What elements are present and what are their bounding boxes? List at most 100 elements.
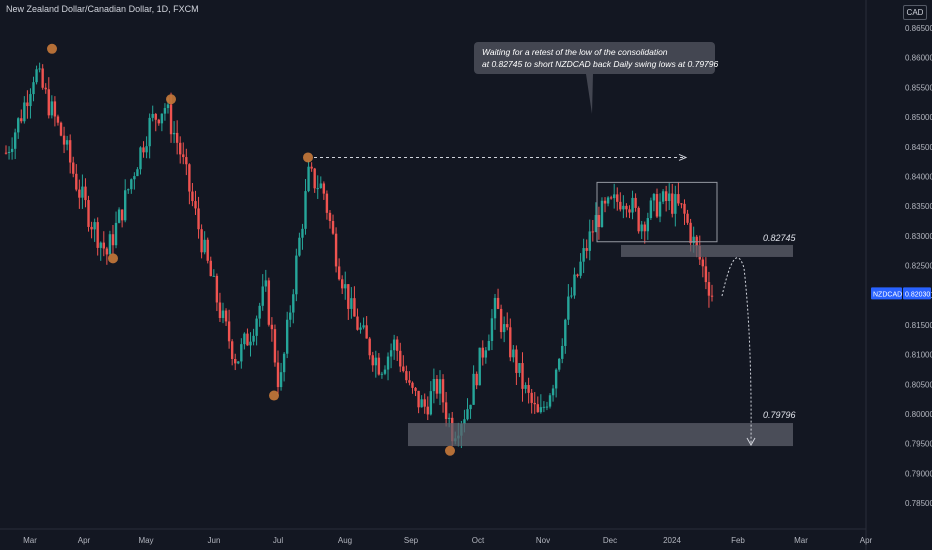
- candle-body: [255, 318, 258, 336]
- candle-body: [463, 419, 466, 425]
- candle-body: [640, 224, 643, 232]
- candle-body: [405, 371, 408, 381]
- candle-body: [582, 248, 585, 262]
- candle-body: [631, 197, 634, 213]
- candle-body: [536, 404, 539, 413]
- candle-body: [258, 305, 261, 319]
- candle-body: [218, 302, 222, 318]
- currency-button[interactable]: CAD: [903, 5, 927, 20]
- candle-body: [356, 316, 359, 330]
- candle-body: [579, 261, 582, 276]
- candle-body: [374, 357, 378, 366]
- candle-body: [668, 193, 671, 202]
- price-axis[interactable]: 0.86500 0.86000 0.85500 0.85000 0.84500 0.840…: [871, 24, 932, 508]
- candle-body: [295, 255, 298, 295]
- candle-body: [402, 366, 405, 372]
- candle-body: [506, 324, 509, 328]
- candle-body: [652, 194, 656, 201]
- zones-layer: 0.82745 0.79796: [408, 181, 797, 447]
- candle-body: [603, 200, 607, 204]
- projected-path: [721, 257, 752, 444]
- candle-body: [383, 369, 387, 374]
- y-tick-label: 0.82500: [905, 262, 932, 271]
- callout-text-line2: at 0.82745 to short NZDCAD back Daily sw…: [482, 59, 719, 69]
- x-tick-label: Feb: [731, 536, 745, 545]
- candle-body: [304, 191, 307, 229]
- candle-body: [368, 338, 371, 356]
- arrow-head-icon: [746, 437, 756, 447]
- candle-body: [386, 356, 390, 370]
- candle-body: [380, 373, 384, 375]
- candle-body: [588, 231, 591, 251]
- candle-body: [493, 297, 497, 319]
- candle-body: [337, 266, 341, 280]
- candle-body: [704, 266, 708, 283]
- candle-body: [50, 101, 54, 116]
- x-tick-label: 2024: [663, 536, 681, 545]
- candle-body: [246, 333, 249, 346]
- candle-body: [622, 205, 625, 210]
- x-tick-label: May: [138, 536, 153, 545]
- candle-body: [487, 340, 491, 351]
- candle-body: [298, 237, 301, 256]
- candle-body: [105, 248, 109, 255]
- candle-body: [438, 379, 442, 394]
- candle-body: [334, 233, 338, 267]
- x-tick-label: Sep: [404, 536, 419, 545]
- candle-body: [160, 113, 164, 124]
- candle-body: [674, 194, 677, 214]
- candle-body: [524, 385, 527, 389]
- candle-body: [78, 189, 81, 198]
- time-axis[interactable]: Mar Apr May Jun Jul Aug Sep Oct Nov Dec 2024 Feb Mar…: [23, 536, 872, 545]
- candle-body: [628, 209, 631, 213]
- candle-body: [551, 388, 555, 396]
- x-tick-label: Jun: [208, 536, 221, 545]
- candle-body: [133, 176, 136, 180]
- candle-body: [518, 363, 521, 373]
- candle-body: [279, 372, 283, 388]
- candle-body: [671, 193, 674, 214]
- candle-body: [234, 358, 237, 364]
- candle-body: [282, 353, 286, 373]
- candle-body: [301, 228, 304, 238]
- candle-body: [447, 417, 451, 419]
- candle-body: [20, 118, 23, 122]
- candle-body: [29, 94, 32, 107]
- candle-body: [90, 226, 93, 230]
- y-tick-label: 0.80500: [905, 380, 932, 389]
- candle-body: [32, 82, 35, 95]
- candle-body: [472, 373, 475, 405]
- candle-body: [649, 200, 653, 219]
- candle-body: [111, 234, 115, 246]
- candle-body: [432, 378, 436, 392]
- candle-body: [75, 173, 78, 190]
- y-tick-label: 0.79500: [905, 440, 932, 449]
- symbol-tag-label: NZDCAD: [873, 291, 902, 298]
- candle-body: [399, 350, 402, 367]
- candle-body: [478, 347, 481, 386]
- candle-body: [564, 319, 567, 346]
- x-tick-label: Dec: [603, 536, 617, 545]
- candle-body: [328, 212, 332, 222]
- candle-body: [429, 391, 433, 415]
- x-tick-label: Aug: [338, 536, 352, 545]
- candle-body: [163, 108, 167, 114]
- candle-body: [545, 406, 549, 408]
- candle-body: [616, 194, 619, 202]
- candle-body: [96, 222, 99, 248]
- candle-body: [466, 409, 469, 420]
- candle-body: [252, 335, 255, 342]
- candle-body: [322, 183, 326, 194]
- candle-body: [542, 406, 546, 408]
- candle-body: [570, 295, 573, 297]
- candle-body: [139, 147, 142, 170]
- candle-body: [609, 197, 613, 199]
- candle-body: [59, 122, 63, 136]
- candle-body: [408, 380, 411, 383]
- y-tick-label: 0.80000: [905, 410, 932, 419]
- candle-body: [600, 200, 604, 227]
- candle-body: [710, 295, 714, 297]
- candle-body: [270, 324, 274, 330]
- candle-body: [340, 279, 344, 289]
